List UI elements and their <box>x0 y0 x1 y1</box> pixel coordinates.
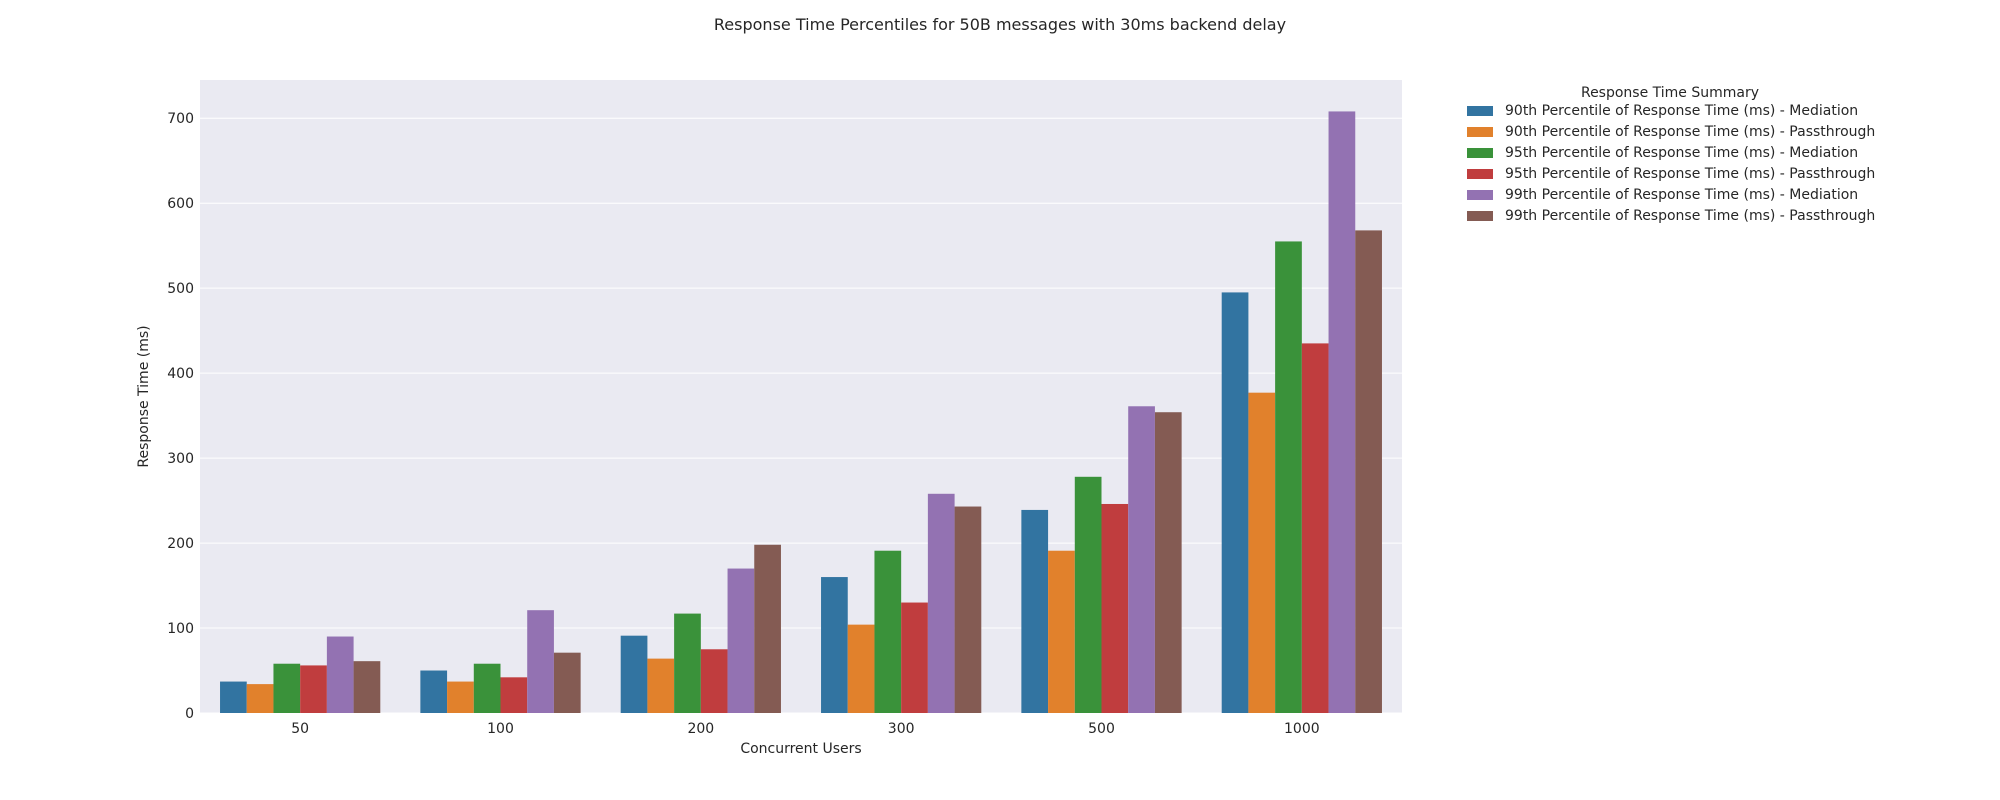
x-axis-ticks: 50 100 200 300 500 1000 <box>291 721 1319 737</box>
bar <box>553 652 581 713</box>
y-tick-label: 400 <box>167 366 194 382</box>
bar <box>620 635 648 713</box>
legend-label: 90th Percentile of Response Time (ms) - … <box>1505 124 1875 140</box>
bar <box>674 613 701 713</box>
legend-item: 95th Percentile of Response Time (ms) - … <box>1467 145 1858 161</box>
y-tick-label: 300 <box>167 451 194 467</box>
legend-swatch <box>1467 211 1493 221</box>
bar <box>1128 406 1155 713</box>
bar <box>1048 550 1075 713</box>
y-tick-label: 600 <box>167 196 194 212</box>
y-axis-label: Response Time (ms) <box>136 325 152 467</box>
bar <box>473 663 501 713</box>
bar <box>1221 292 1249 713</box>
bar <box>1328 111 1356 714</box>
bar <box>927 493 955 713</box>
legend-items: 90th Percentile of Response Time (ms) - … <box>1467 103 1875 224</box>
bar <box>1074 476 1102 713</box>
bar <box>1301 343 1329 713</box>
bar <box>1275 241 1302 713</box>
bar <box>874 550 902 713</box>
bar <box>420 670 448 713</box>
legend-label: 90th Percentile of Response Time (ms) - … <box>1505 103 1858 119</box>
bar <box>647 658 675 713</box>
legend: Response Time Summary 90th Percentile of… <box>1467 85 1875 224</box>
bar <box>901 602 928 713</box>
y-tick-label: 500 <box>167 281 194 297</box>
legend-swatch <box>1467 169 1493 179</box>
bar <box>353 661 381 713</box>
legend-item: 90th Percentile of Response Time (ms) - … <box>1467 103 1858 119</box>
bar <box>754 544 781 713</box>
legend-swatch <box>1467 127 1493 137</box>
bar <box>300 665 327 713</box>
y-axis-ticks: 0 100 200 300 400 500 600 700 <box>167 111 194 722</box>
legend-item: 99th Percentile of Response Time (ms) - … <box>1467 187 1858 203</box>
bar <box>1154 412 1182 713</box>
bar <box>1248 392 1276 713</box>
bar <box>500 677 528 713</box>
bars <box>220 111 1382 714</box>
x-tick-label: 1000 <box>1284 721 1320 737</box>
legend-swatch <box>1467 148 1493 158</box>
bar <box>1355 230 1382 713</box>
bar <box>527 610 554 713</box>
y-tick-label: 200 <box>167 536 194 552</box>
legend-label: 99th Percentile of Response Time (ms) - … <box>1505 187 1858 203</box>
bar <box>1021 509 1049 713</box>
x-axis-label: Concurrent Users <box>740 741 861 757</box>
bar <box>727 568 755 713</box>
bar <box>954 506 982 713</box>
x-tick-label: 100 <box>487 721 514 737</box>
bar <box>847 624 875 713</box>
legend-label: 99th Percentile of Response Time (ms) - … <box>1505 208 1875 224</box>
y-tick-label: 700 <box>167 111 194 127</box>
bar <box>700 649 728 713</box>
bar <box>246 684 274 713</box>
grid-lines <box>200 117 1402 714</box>
bar <box>1101 503 1129 713</box>
x-tick-label: 300 <box>888 721 915 737</box>
bar <box>273 663 301 713</box>
legend-title: Response Time Summary <box>1581 85 1759 101</box>
legend-label: 95th Percentile of Response Time (ms) - … <box>1505 166 1875 182</box>
legend-label: 95th Percentile of Response Time (ms) - … <box>1505 145 1858 161</box>
x-tick-label: 500 <box>1088 721 1115 737</box>
bar <box>220 681 247 713</box>
plot-area <box>200 80 1402 713</box>
legend-swatch <box>1467 190 1493 200</box>
y-tick-label: 100 <box>167 621 194 637</box>
legend-item: 99th Percentile of Response Time (ms) - … <box>1467 208 1875 224</box>
bar <box>447 681 474 713</box>
x-tick-label: 200 <box>687 721 714 737</box>
x-tick-label: 50 <box>291 721 309 737</box>
legend-swatch <box>1467 106 1493 116</box>
y-tick-label: 0 <box>185 706 194 722</box>
legend-item: 90th Percentile of Response Time (ms) - … <box>1467 124 1875 140</box>
chart-title: Response Time Percentiles for 50B messag… <box>714 15 1286 34</box>
bar <box>821 577 848 713</box>
bar <box>326 636 354 713</box>
legend-item: 95th Percentile of Response Time (ms) - … <box>1467 166 1875 182</box>
